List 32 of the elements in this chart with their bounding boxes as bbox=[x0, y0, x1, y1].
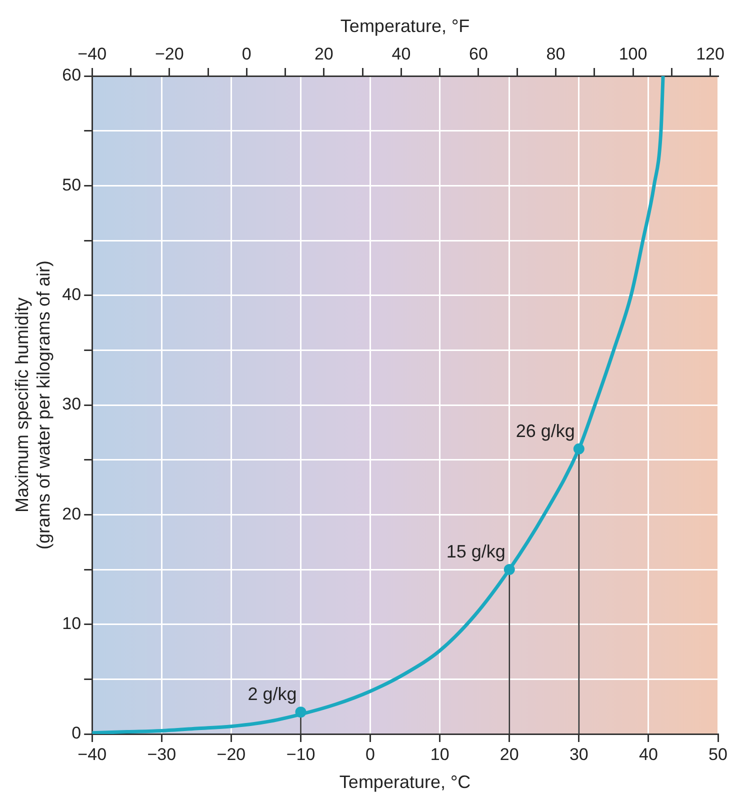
x2-tick-label: 100 bbox=[618, 44, 648, 64]
y-axis-title: Maximum specific humidity (grams of water per kilograms of air) bbox=[12, 260, 54, 550]
x-tick-label: 30 bbox=[569, 744, 588, 764]
x2-tick-label: 80 bbox=[546, 44, 566, 64]
x2-axis-title: Temperature, °F bbox=[340, 16, 470, 36]
y-tick-label: 10 bbox=[62, 614, 82, 634]
data-label: 2 g/kg bbox=[248, 684, 297, 704]
x2-tick-label: −20 bbox=[154, 44, 184, 64]
x-tick-label: 40 bbox=[638, 744, 658, 764]
x-axis-title: Temperature, °C bbox=[339, 772, 471, 792]
x2-tick-label: −40 bbox=[78, 44, 107, 64]
x-tick-label: 10 bbox=[430, 744, 450, 764]
y-tick-label: 0 bbox=[72, 724, 82, 743]
data-label: 15 g/kg bbox=[446, 541, 506, 562]
data-label: 26 g/kg bbox=[516, 420, 575, 441]
x-tick-label: −20 bbox=[216, 744, 246, 764]
x-tick-label: 0 bbox=[366, 744, 376, 764]
x2-tick-label: 20 bbox=[314, 44, 334, 64]
x2-tick-label: 120 bbox=[696, 44, 724, 64]
y-tick-label: 50 bbox=[62, 175, 82, 194]
x2-tick-label: 0 bbox=[242, 44, 252, 64]
x2-tick-label: 40 bbox=[392, 44, 411, 64]
y-tick-label: 30 bbox=[62, 394, 82, 414]
x-tick-label: 50 bbox=[708, 744, 728, 764]
x-tick-label: 20 bbox=[500, 744, 519, 764]
x-tick-label: −10 bbox=[286, 744, 316, 764]
y-tick-label: 20 bbox=[62, 504, 82, 524]
y-tick-label: 40 bbox=[62, 285, 82, 304]
x-tick-label: −30 bbox=[147, 744, 176, 764]
x2-tick-label: 60 bbox=[469, 44, 488, 64]
x-tick-label: −40 bbox=[78, 744, 107, 764]
y-tick-label: 60 bbox=[62, 66, 82, 85]
